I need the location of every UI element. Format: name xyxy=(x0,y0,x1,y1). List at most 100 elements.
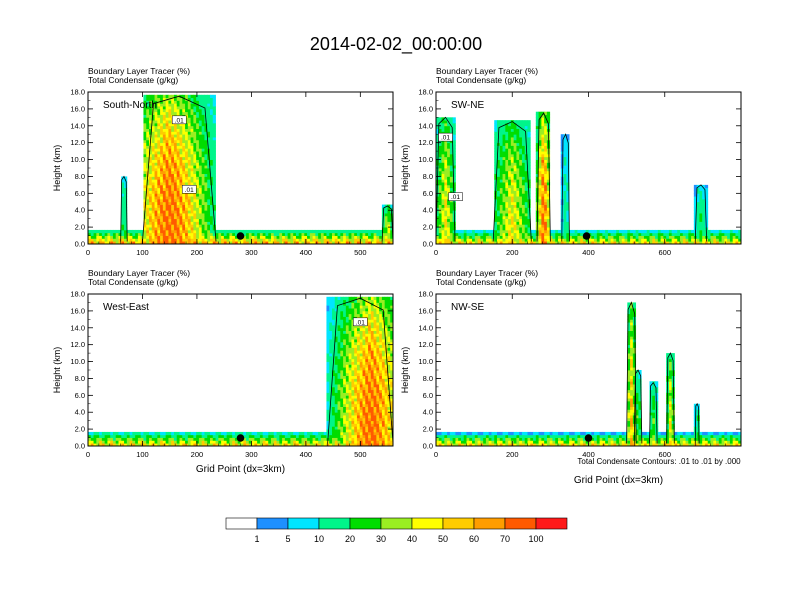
field-cell xyxy=(329,241,333,244)
field-cell xyxy=(505,190,509,194)
field-cell xyxy=(444,215,448,220)
figure-title: 2014-02-02_00:00:00 xyxy=(310,34,482,55)
field-cell xyxy=(447,148,451,152)
field-cell xyxy=(176,139,180,144)
field-cell xyxy=(696,241,700,244)
field-cell xyxy=(444,204,448,208)
field-cell xyxy=(196,122,200,127)
field-cell xyxy=(563,198,567,203)
field-cell xyxy=(449,145,454,149)
field-cell xyxy=(171,125,175,129)
field-cell xyxy=(365,367,369,371)
field-cell xyxy=(348,389,352,393)
field-cell xyxy=(129,235,133,239)
field-cell xyxy=(508,218,512,222)
field-cell xyxy=(212,139,216,144)
field-cell xyxy=(666,238,670,242)
field-cell xyxy=(298,431,302,436)
field-cell xyxy=(591,241,595,244)
field-cell xyxy=(135,443,139,446)
field-cell xyxy=(168,238,172,242)
field-cell xyxy=(699,224,703,228)
field-cell xyxy=(135,440,139,444)
field-cell xyxy=(187,215,191,220)
field-cell xyxy=(196,100,200,104)
field-cell xyxy=(179,128,183,132)
field-cell xyxy=(165,437,169,441)
field-cell xyxy=(176,443,180,446)
field-cell xyxy=(535,125,539,129)
field-cell xyxy=(210,137,214,141)
field-cell xyxy=(569,232,573,236)
field-cell xyxy=(157,151,161,155)
field-cell xyxy=(368,370,372,374)
field-cell xyxy=(546,165,551,169)
field-cell xyxy=(351,429,355,433)
field-cell xyxy=(381,361,386,365)
field-cell xyxy=(384,412,388,416)
field-cell xyxy=(444,196,448,200)
field-cell xyxy=(162,224,167,228)
field-cell xyxy=(201,193,205,197)
field-cell xyxy=(696,207,700,211)
field-cell xyxy=(472,235,476,239)
field-cell xyxy=(287,440,291,444)
field-cell xyxy=(510,176,515,180)
field-cell xyxy=(173,106,178,110)
field-cell xyxy=(452,190,456,194)
field-cell xyxy=(201,201,205,205)
field-cell xyxy=(182,241,186,244)
field-cell xyxy=(599,241,603,244)
field-cell xyxy=(566,198,570,203)
field-cell xyxy=(519,145,523,149)
field-cell xyxy=(704,221,709,225)
field-cell xyxy=(452,179,456,183)
field-cell xyxy=(173,156,178,160)
field-cell xyxy=(452,232,456,236)
field-cell xyxy=(334,431,338,436)
field-cell xyxy=(340,238,344,242)
field-cell xyxy=(212,182,216,186)
field-cell xyxy=(151,437,155,441)
field-cell xyxy=(610,238,614,242)
field-cell xyxy=(196,111,200,115)
field-cell xyxy=(571,235,576,239)
field-cell xyxy=(544,122,548,127)
field-cell xyxy=(124,235,128,239)
field-cell xyxy=(320,232,325,236)
field-cell xyxy=(376,367,380,371)
field-cell xyxy=(157,241,161,244)
field-cell xyxy=(304,431,308,436)
field-cell xyxy=(196,134,200,138)
field-cell xyxy=(176,196,180,200)
field-cell xyxy=(198,117,203,121)
field-cell xyxy=(101,232,106,236)
field-cell xyxy=(497,176,501,180)
field-cell xyxy=(497,232,501,236)
field-cell xyxy=(354,426,358,430)
field-cell xyxy=(345,426,350,430)
field-cell xyxy=(646,238,650,242)
field-cell xyxy=(702,196,706,200)
field-cell xyxy=(390,395,393,399)
field-cell xyxy=(649,229,653,234)
field-cell xyxy=(502,207,506,211)
field-cell xyxy=(387,241,391,244)
field-cell xyxy=(173,238,178,242)
field-cell xyxy=(149,437,153,441)
field-cell xyxy=(494,139,498,144)
field-cell xyxy=(566,176,570,180)
field-cell xyxy=(124,210,128,214)
field-cell xyxy=(204,184,208,189)
field-cell xyxy=(505,156,509,160)
field-cell xyxy=(365,423,369,427)
field-cell xyxy=(359,415,363,419)
field-cell xyxy=(474,229,478,234)
field-cell xyxy=(160,229,164,234)
field-cell xyxy=(704,241,709,244)
field-cell xyxy=(521,235,526,239)
field-cell xyxy=(334,417,338,422)
field-cell xyxy=(535,241,539,244)
field-cell xyxy=(151,151,155,155)
field-cell xyxy=(254,241,258,244)
